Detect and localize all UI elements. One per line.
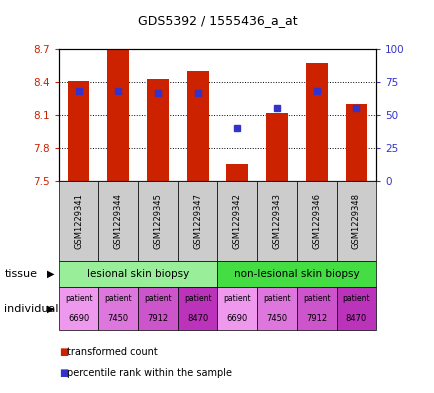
Text: 8470: 8470 [187, 314, 208, 323]
Text: patient: patient [263, 294, 290, 303]
Text: patient: patient [65, 294, 92, 303]
Text: 7912: 7912 [306, 314, 326, 323]
Text: GSM1229347: GSM1229347 [193, 193, 202, 249]
Text: ▶: ▶ [47, 269, 54, 279]
Text: patient: patient [342, 294, 369, 303]
Text: patient: patient [104, 294, 132, 303]
Text: patient: patient [223, 294, 250, 303]
Text: ▶: ▶ [47, 303, 54, 314]
Bar [186, 71, 208, 181]
Text: lesional skin biopsy: lesional skin biopsy [87, 269, 189, 279]
Bar [107, 50, 129, 181]
Text: tissue: tissue [4, 269, 37, 279]
Text: 7450: 7450 [266, 314, 287, 323]
Bar [226, 164, 248, 181]
Text: percentile rank within the sample: percentile rank within the sample [67, 368, 232, 378]
Text: 7912: 7912 [147, 314, 168, 323]
Text: GSM1229348: GSM1229348 [351, 193, 360, 249]
Text: 7450: 7450 [108, 314, 128, 323]
Text: GSM1229342: GSM1229342 [232, 193, 241, 249]
Text: non-lesional skin biopsy: non-lesional skin biopsy [233, 269, 359, 279]
Text: 6690: 6690 [226, 314, 247, 323]
Text: patient: patient [144, 294, 171, 303]
Text: transformed count: transformed count [67, 347, 158, 357]
Text: GSM1229341: GSM1229341 [74, 193, 83, 249]
Text: GSM1229344: GSM1229344 [114, 193, 122, 249]
Bar [68, 81, 89, 181]
Text: GSM1229343: GSM1229343 [272, 193, 281, 249]
Text: ■: ■ [59, 347, 68, 357]
Text: individual: individual [4, 303, 59, 314]
Text: 6690: 6690 [68, 314, 89, 323]
Bar [147, 79, 168, 181]
Bar [305, 63, 327, 181]
Text: GDS5392 / 1555436_a_at: GDS5392 / 1555436_a_at [138, 14, 296, 27]
Bar [345, 104, 366, 181]
Text: GSM1229346: GSM1229346 [312, 193, 320, 249]
Text: ■: ■ [59, 368, 68, 378]
Text: patient: patient [302, 294, 330, 303]
Text: GSM1229345: GSM1229345 [153, 193, 162, 249]
Bar [266, 113, 287, 181]
Text: patient: patient [184, 294, 211, 303]
Text: 8470: 8470 [345, 314, 366, 323]
